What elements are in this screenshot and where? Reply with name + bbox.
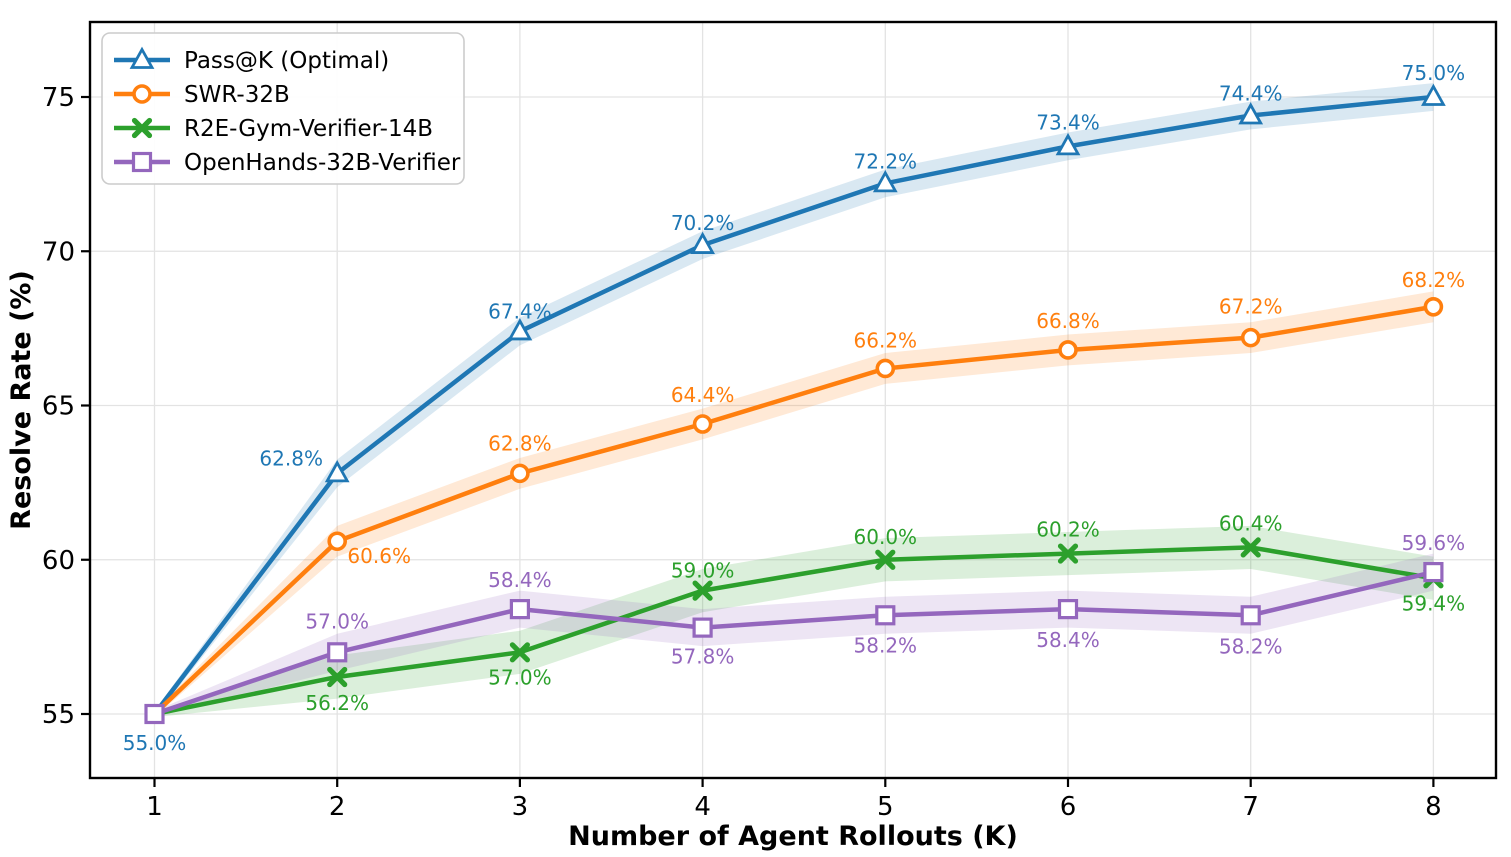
series-line-swr-32b	[152, 304, 1436, 717]
data-label: 58.4%	[1036, 628, 1100, 652]
x-tick-label: 8	[1425, 792, 1442, 822]
legend-label: R2E-Gym-Verifier-14B	[184, 116, 433, 142]
data-label: 67.4%	[488, 299, 552, 323]
series-labels-pass-k-optimal: 55.0% 62.8% 67.4% 70.2% 72.2% 73.4% 74.4% 75.0%	[123, 61, 1465, 755]
gridlines	[90, 22, 1496, 778]
y-tick-label: 70	[42, 237, 75, 267]
series-markers-swr-32b	[327, 296, 1444, 552]
legend-item-r2e-gym-verifier-14b: R2E-Gym-Verifier-14B	[114, 116, 433, 142]
data-label: 73.4%	[1036, 110, 1100, 134]
x-tick-label: 7	[1242, 792, 1259, 822]
y-tick-label: 75	[42, 83, 75, 113]
series-markers-pass-k-optimal	[324, 83, 1446, 483]
x-tick-label: 4	[694, 792, 711, 822]
x-tick-label: 2	[329, 792, 346, 822]
data-label: 58.4%	[488, 568, 552, 592]
data-label: 70.2%	[671, 211, 735, 235]
confidence-band-openhands-32b-verifier	[154, 553, 1434, 718]
data-label: 57.0%	[488, 665, 552, 689]
y-tick-label: 55	[42, 700, 75, 730]
x-tick-label: 5	[877, 792, 894, 822]
data-label: 60.0%	[854, 525, 918, 549]
x-axis-label: Number of Agent Rollouts (K)	[568, 821, 1018, 852]
data-label: 66.2%	[854, 328, 918, 352]
data-label: 59.4%	[1402, 591, 1466, 615]
y-tick-label: 60	[42, 546, 75, 576]
data-label: 68.2%	[1402, 268, 1466, 292]
confidence-band-pass-k-optimal	[154, 83, 1434, 718]
series-line-pass-k-optimal	[152, 94, 1436, 717]
legend-box	[101, 32, 465, 185]
y-axis-label: Resolve Rate (%)	[6, 270, 37, 530]
axis-ticks: 1 2 3 4 5 6 7 8 55 60 65 70 75	[42, 83, 1442, 822]
x-tick-label: 1	[146, 792, 163, 822]
data-label: 60.4%	[1219, 511, 1283, 535]
data-label: 64.4%	[671, 383, 735, 407]
data-label: 67.2%	[1219, 295, 1283, 319]
data-label: 59.0%	[671, 559, 735, 583]
legend-label: Pass@K (Optimal)	[184, 48, 389, 74]
legend: Pass@K (Optimal) SWR-32B R2E-Gym-Verifier-…	[101, 32, 465, 185]
data-label: 60.6%	[347, 544, 411, 568]
x-tick-label: 6	[1060, 792, 1077, 822]
data-label: 55.0%	[123, 731, 187, 755]
series-labels-openhands-32b-verifier: 57.0% 58.4% 57.8% 58.2% 58.4% 58.2% 59.6%	[305, 531, 1465, 669]
legend-item-openhands-32b-verifier: OpenHands-32B-Verifier	[114, 150, 461, 176]
data-label: 58.2%	[854, 633, 918, 657]
data-label: 62.8%	[259, 446, 323, 470]
data-label: 74.4%	[1219, 82, 1283, 106]
legend-item-swr-32b: SWR-32B	[114, 82, 290, 108]
x-tick-label: 3	[512, 792, 529, 822]
data-label: 57.8%	[671, 645, 735, 669]
confidence-band-swr-32b	[154, 291, 1434, 718]
series-markers-r2e-gym-verifier-14b	[327, 537, 1444, 688]
series-line-r2e-gym-verifier-14b	[152, 545, 1436, 717]
confidence-band-r2e-gym-verifier-14b	[154, 525, 1434, 718]
y-tick-label: 65	[42, 392, 75, 422]
legend-item-pass-k-optimal: Pass@K (Optimal)	[114, 46, 389, 74]
data-label: 75.0%	[1402, 61, 1466, 85]
series-line-openhands-32b-verifier	[152, 569, 1436, 717]
data-label: 60.2%	[1036, 518, 1100, 542]
legend-label: OpenHands-32B-Verifier	[184, 150, 461, 176]
data-label: 57.0%	[305, 609, 369, 633]
data-label: 66.8%	[1036, 309, 1100, 333]
plot-border	[88, 20, 1498, 780]
data-label: 72.2%	[854, 149, 918, 173]
legend-label: SWR-32B	[184, 82, 290, 108]
series-labels-swr-32b: 60.6% 62.8% 64.4% 66.2% 66.8% 67.2% 68.2%	[347, 268, 1465, 568]
series-labels-r2e-gym-verifier-14b: 56.2% 57.0% 59.0% 60.0% 60.2% 60.4% 59.4%	[305, 511, 1465, 715]
data-label: 62.8%	[488, 431, 552, 455]
series-markers-openhands-32b-verifier	[144, 561, 1444, 725]
data-label: 56.2%	[305, 691, 369, 715]
data-label: 59.6%	[1402, 531, 1466, 555]
data-label: 58.2%	[1219, 634, 1283, 658]
